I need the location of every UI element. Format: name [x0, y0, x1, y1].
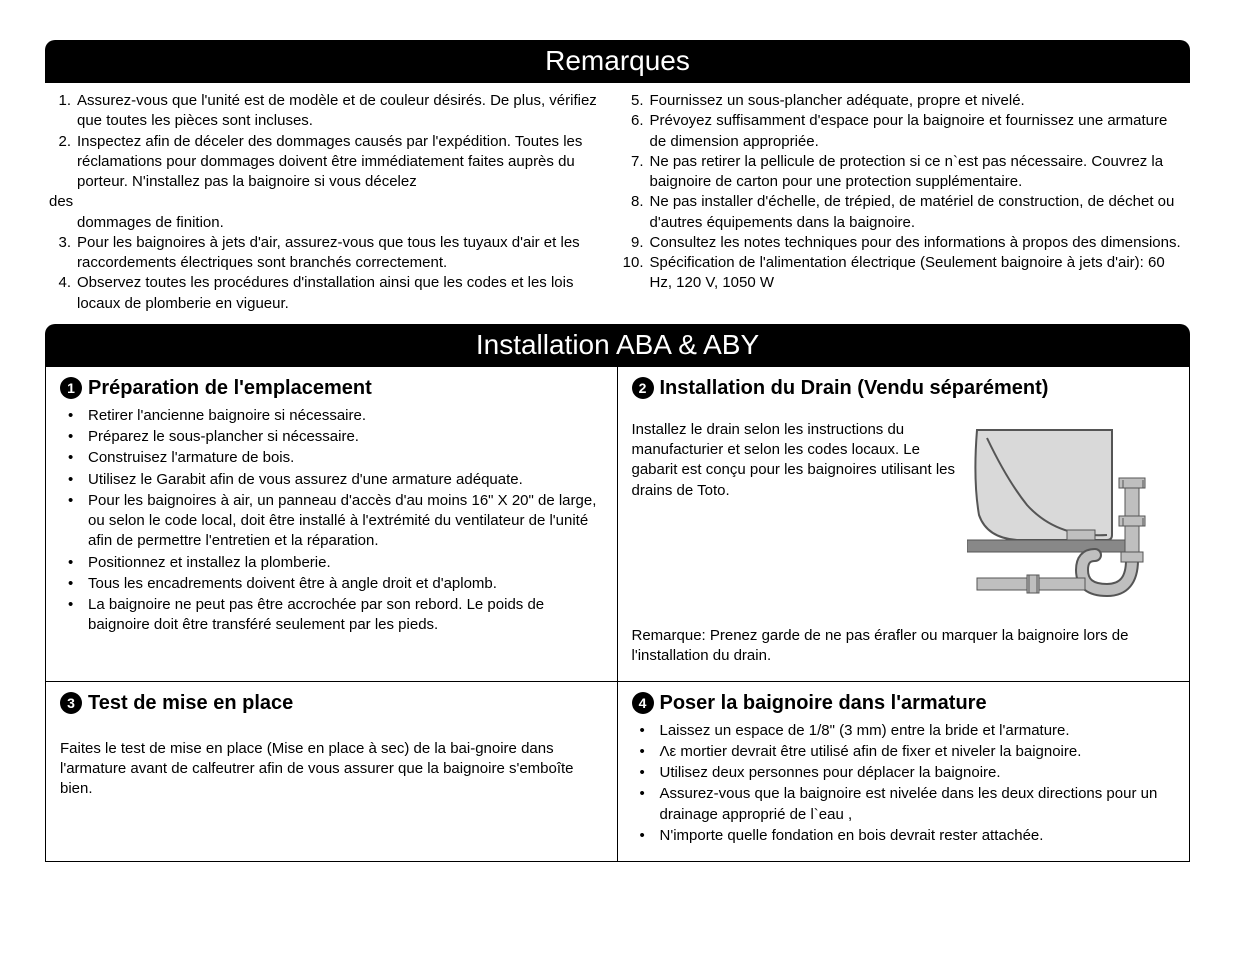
step2-title: Installation du Drain (Vendu séparément)	[660, 375, 1049, 402]
remarque-num: 1.	[49, 91, 77, 132]
install-grid: 1 Préparation de l'emplacement Retirer l…	[45, 367, 1190, 862]
bullet-item: Préparez le sous-plancher si nécessaire.	[64, 427, 605, 447]
remarque-row: 9.Consultez les notes techniques pour de…	[622, 233, 1187, 253]
bullet-item: Utilisez deux personnes pour déplacer la…	[636, 763, 1178, 783]
step1-title: Préparation de l'emplacement	[88, 375, 372, 402]
remarque-num: 8.	[622, 192, 650, 233]
remarque-text: Inspectez afin de déceler des dommages c…	[77, 132, 614, 193]
remarques-col-right: 5.Fournissez un sous-plancher adéquate, …	[618, 91, 1191, 314]
remarque-num	[49, 213, 77, 233]
bullet-item: La baignoire ne peut pas être accrochée …	[64, 595, 605, 636]
remarque-num: 7.	[622, 152, 650, 193]
remarques-banner: Remarques	[45, 40, 1190, 83]
step1-num-icon: 1	[60, 377, 82, 399]
bullet-item: Positionnez et installez la plomberie.	[64, 553, 605, 573]
drain-diagram	[967, 420, 1177, 606]
remarque-row: 2.Inspectez afin de déceler des dommages…	[49, 132, 614, 193]
step3-num-icon: 3	[60, 692, 82, 714]
installation-banner: Installation ABA & ABY	[45, 324, 1190, 367]
bullet-item: Construisez l'armature de bois.	[64, 448, 605, 468]
remarque-text: dommages de finition.	[77, 213, 614, 233]
step4-cell: 4 Poser la baignoire dans l'armature Lai…	[618, 682, 1190, 863]
remarques-body: 1.Assurez-vous que l'unité est de modèle…	[45, 83, 1190, 324]
bullet-item: Retirer l'ancienne baignoire si nécessai…	[64, 406, 605, 426]
remarque-text: Spécification de l'alimentation électriq…	[650, 253, 1187, 294]
remarque-text: Fournissez un sous-plancher adéquate, pr…	[650, 91, 1187, 111]
step3-head: 3 Test de mise en place	[60, 690, 605, 717]
step1-bullets: Retirer l'ancienne baignoire si nécessai…	[60, 406, 605, 636]
remarque-text: Consultez les notes techniques pour des …	[650, 233, 1187, 253]
step1-cell: 1 Préparation de l'emplacement Retirer l…	[46, 367, 618, 682]
remarque-num: 6.	[622, 111, 650, 152]
step1-head: 1 Préparation de l'emplacement	[60, 375, 605, 402]
bullet-item: Pour les baignoires à air, un panneau d'…	[64, 491, 605, 552]
remarque-num: 3.	[49, 233, 77, 274]
remarque-row: 5.Fournissez un sous-plancher adéquate, …	[622, 91, 1187, 111]
remarque-text: Ne pas installer d'échelle, de trépied, …	[650, 192, 1187, 233]
step4-bullets: Laissez un espace de 1/8" (3 mm) entre l…	[632, 721, 1178, 847]
remarques-col-left: 1.Assurez-vous que l'unité est de modèle…	[45, 91, 618, 314]
remarque-num: 9.	[622, 233, 650, 253]
remarque-num: 2.	[49, 132, 77, 193]
remarque-row: 7.Ne pas retirer la pellicule de protect…	[622, 152, 1187, 193]
step2-cell: 2 Installation du Drain (Vendu séparémen…	[618, 367, 1190, 682]
remarque-row: dommages de finition.	[49, 213, 614, 233]
remarque-num: 10.	[622, 253, 650, 294]
bullet-item: Tous les encadrements doivent être à ang…	[64, 574, 605, 594]
step4-head: 4 Poser la baignoire dans l'armature	[632, 690, 1178, 717]
step2-head: 2 Installation du Drain (Vendu séparémen…	[632, 375, 1178, 402]
remarque-row: 8.Ne pas installer d'échelle, de trépied…	[622, 192, 1187, 233]
step2-num-icon: 2	[632, 377, 654, 399]
bullet-item: N'importe quelle fondation en bois devra…	[636, 826, 1178, 846]
step3-cell: 3 Test de mise en place Faites le test d…	[46, 682, 618, 863]
step4-title: Poser la baignoire dans l'armature	[660, 690, 987, 717]
remarque-row: 3.Pour les baignoires à jets d'air, assu…	[49, 233, 614, 274]
remarque-num: 4.	[49, 273, 77, 314]
remarque-num: 5.	[622, 91, 650, 111]
remarque-text: Ne pas retirer la pellicule de protectio…	[650, 152, 1187, 193]
step2-para: Installez le drain selon les instruction…	[632, 420, 958, 501]
remarque-row: 6.Prévoyez suffisamment d'espace pour la…	[622, 111, 1187, 152]
remarque-text: Observez toutes les procédures d'install…	[77, 273, 614, 314]
remarque-row: 1.Assurez-vous que l'unité est de modèle…	[49, 91, 614, 132]
bullet-item: Utilisez le Garabit afin de vous assurez…	[64, 470, 605, 490]
step2-note: Remarque: Prenez garde de ne pas érafler…	[632, 626, 1178, 667]
bullet-item: Assurez-vous que la baignoire est nivelé…	[636, 784, 1178, 825]
step3-title: Test de mise en place	[88, 690, 293, 717]
bullet-item: Laissez un espace de 1/8" (3 mm) entre l…	[636, 721, 1178, 741]
remarque-row: 10.Spécification de l'alimentation élect…	[622, 253, 1187, 294]
remarque-text: Assurez-vous que l'unité est de modèle e…	[77, 91, 614, 132]
bullet-item: Λε mortier devrait être utilisé afin de …	[636, 742, 1178, 762]
remarque-text: Pour les baignoires à jets d'air, assure…	[77, 233, 614, 274]
remarque-row: 4.Observez toutes les procédures d'insta…	[49, 273, 614, 314]
step4-num-icon: 4	[632, 692, 654, 714]
remarque-line: des	[49, 192, 614, 212]
remarque-text: Prévoyez suffisamment d'espace pour la b…	[650, 111, 1187, 152]
step3-para: Faites le test de mise en place (Mise en…	[60, 739, 605, 800]
